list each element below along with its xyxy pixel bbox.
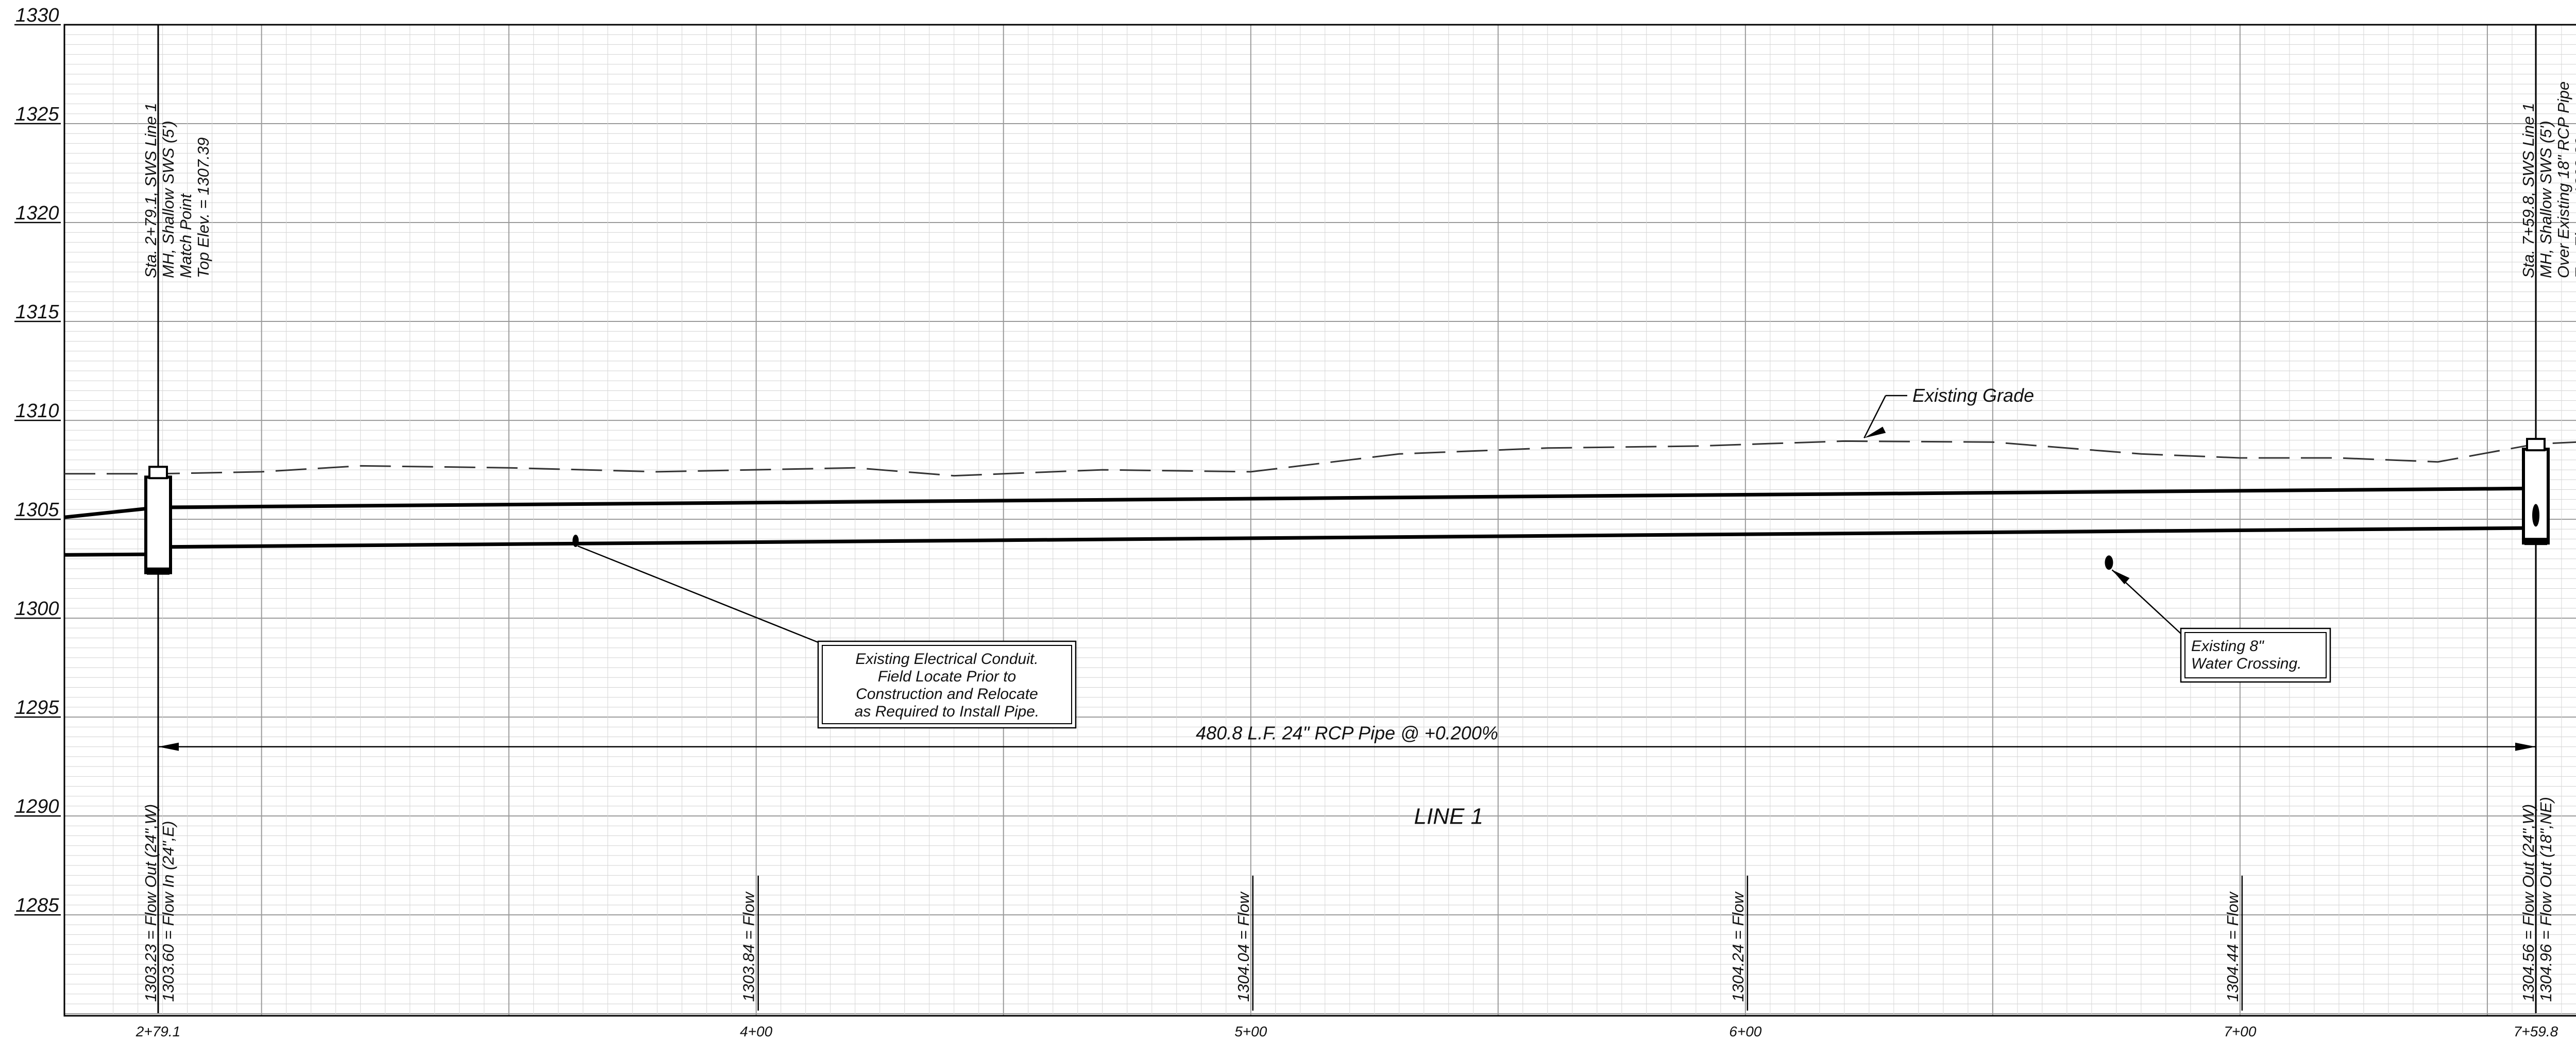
callout-text: Existing Grade [1912,385,2034,406]
leader-arrow [2112,570,2130,585]
callout-text: Existing Electrical Conduit. [855,651,1038,668]
flow-elevation: 1304.04 = Flow [1234,876,1254,1011]
manhole-cover [148,466,168,480]
flow-elevation-label: 1304.04 = Flow [1234,891,1252,1002]
flow-elevations: 1303.84 = Flow 1304.04 = Flow 1304.24 = Fl… [740,876,2243,1011]
elevation-label: 1300 [15,598,59,620]
flow-elevation: 1304.24 = Flow [1729,876,1749,1011]
elevation-label: 1285 [15,895,59,916]
manhole-body [144,475,172,574]
callouts: Existing Electrical Conduit.Field Locate… [572,385,2331,729]
callout-text: Field Locate Prior to [878,668,1016,685]
elevation-label: 1325 [15,104,59,125]
station-label: 4+00 [740,1023,772,1039]
callout-box [2180,627,2331,683]
manhole-label: MH, Shallow SWS (5') [2537,121,2555,278]
line-title: LINE 1 [1414,804,1484,829]
pipe-crown-line [158,486,2536,509]
flow-elevation-label: 1304.44 = Flow [2224,891,2242,1002]
elevation-label: 1315 [15,301,59,323]
callout-grade: Existing Grade [1863,385,2034,438]
manhole-base [2524,538,2547,545]
callout-water: Existing 8"Water Crossing. [2105,555,2331,683]
manhole-label: Sta. 2+79.1, SWS Line 1 [142,103,160,278]
callout-box-inner [822,645,1072,724]
existing-grade-line [64,440,2576,477]
water-marker [2105,555,2113,570]
manhole-flow-label: 1303.60 = Flow In (24",E) [159,821,177,1002]
station-label: 5+00 [1234,1023,1267,1039]
callout-box [817,640,1077,729]
callout-text: Existing 8" [2191,638,2264,655]
station-label: 7+00 [2224,1023,2256,1039]
leader-arrow [1864,426,1886,438]
frame [63,24,2576,1017]
flow-elevation-label: 1304.24 = Flow [1729,891,1747,1002]
manhole-base [147,567,170,575]
callout-text: Water Crossing. [2191,655,2302,672]
elevation-label: 1295 [15,697,59,719]
station-axis: 2+79.1 4+00 5+00 6+00 7+00 7+59.8 [135,1023,2558,1039]
station-label: 2+79.1 [135,1023,180,1039]
elevation-axis-left: 1330 1325 1320 1315 1310 1305 1300 1295 1290 1285 [14,5,61,916]
flow-elevation-label: 1303.84 = Flow [740,891,758,1002]
sheet-border [63,24,2576,1017]
upstream-pipe-crown [64,505,159,519]
callout-text: Construction and Relocate [856,686,1038,703]
station-label: 6+00 [1729,1023,1761,1039]
connecting-pipe-18in [2532,504,2539,527]
conduit-marker [572,535,579,548]
pipe-invert-line [158,526,2536,549]
flow-elevation: 1303.84 = Flow [740,876,759,1011]
manhole-label: Top Elev. = 1307.39 [194,138,212,278]
leader-line [577,545,819,643]
manhole-label: Match Point [177,193,195,278]
pipe-length-label: 480.8 L.F. 24" RCP Pipe @ +0.200% [1196,723,1498,744]
station-label: 7+59.8 [2514,1023,2558,1039]
elevation-label: 1305 [15,499,59,521]
manhole-flow-label: 1304.56 = Flow Out (24",W) [2519,804,2537,1002]
elevation-label: 1290 [15,796,59,817]
pipe-length-dimension: 480.8 L.F. 24" RCP Pipe @ +0.200% [158,723,2536,751]
manhole-flow-label: 1303.23 = Flow Out (24",W) [142,804,160,1002]
callout-box-inner [2184,632,2327,678]
upstream-pipe-invert [64,552,159,557]
elevation-label: 1320 [15,202,59,224]
manhole-cover [2526,438,2546,452]
manhole-label: Sta. 7+59.8, SWS Line 1 [2519,103,2537,278]
elevation-label: 1310 [15,400,59,422]
grid [64,24,2576,1016]
manhole-label: MH, Shallow SWS (5') [159,121,177,278]
manhole-body [2522,448,2550,545]
manhole-downstream: Sta. 7+59.8, SWS Line 1 MH, Shallow SWS (… [2519,25,2576,1013]
callout-electrical: Existing Electrical Conduit.Field Locate… [572,535,1077,729]
manhole-label: Over Existing 18" RCP Pipe [2554,81,2572,278]
leader-line [1863,395,1887,438]
callout-text: as Required to Install Pipe. [855,703,1040,720]
manholes: Sta. 2+79.1, SWS Line 1 MH, Shallow SWS (… [142,25,2576,1013]
manhole-upstream: Sta. 2+79.1, SWS Line 1 MH, Shallow SWS (… [142,25,212,1013]
elevation-label: 1330 [15,5,59,26]
manhole-label: Top Elev. = 1308.80 [2572,138,2576,278]
manhole-flow-label: 1304.96 = Flow Out (18",NE) [2537,797,2555,1002]
flow-elevation: 1304.44 = Flow [2224,876,2243,1011]
pipe [64,486,2536,557]
